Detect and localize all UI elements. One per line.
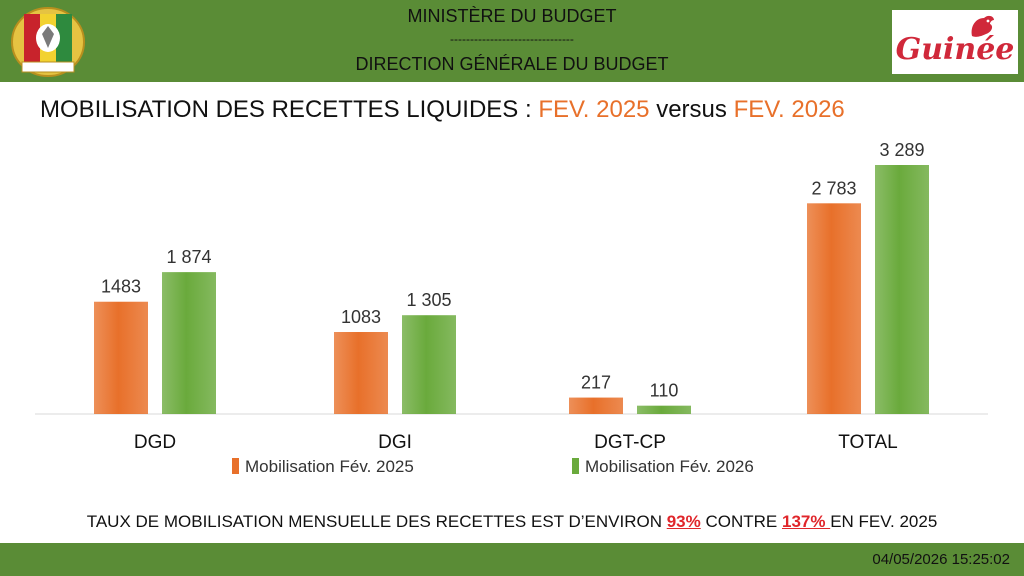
bar-dgd-2025 bbox=[94, 301, 148, 414]
x-tick-label-dgi: DGI bbox=[378, 432, 412, 453]
bar-dgi-2026 bbox=[402, 315, 456, 414]
bar-dgt-cp-2026 bbox=[637, 405, 691, 414]
title-part1: MOBILISATION DES RECETTES LIQUIDES : bbox=[40, 96, 539, 123]
title-part2: versus bbox=[649, 96, 734, 123]
data-label-dgi-2026: 1 305 bbox=[406, 290, 451, 310]
data-label-total-2026: 3 289 bbox=[879, 140, 924, 160]
bar-dgi-2025 bbox=[334, 332, 388, 414]
footer-text-2: CONTRE bbox=[700, 512, 782, 531]
logo-text: Guinée bbox=[895, 32, 1015, 67]
x-tick-label-dgt-cp: DGT-CP bbox=[594, 432, 666, 453]
legend-label-2025: Mobilisation Fév. 2025 bbox=[245, 457, 414, 476]
data-label-dgt-cp-2026: 110 bbox=[650, 381, 679, 401]
header-separator: ------------------------------- bbox=[450, 32, 574, 46]
chart-title: MOBILISATION DES RECETTES LIQUIDES : FEV… bbox=[40, 96, 845, 124]
header-banner: MINISTÈRE DU BUDGET --------------------… bbox=[0, 0, 1024, 82]
bar-total-2026 bbox=[875, 165, 929, 414]
bar-dgt-cp-2025 bbox=[569, 397, 623, 414]
bar-chart: 1483 1 874 DGD 1083 1 305 DGI 217 110 DGT-CP 2 78… bbox=[35, 140, 988, 476]
data-label-dgd-2025: 1483 bbox=[101, 277, 141, 297]
data-label-total-2025: 2 783 bbox=[811, 178, 856, 198]
x-tick-label-dgd: DGD bbox=[134, 432, 176, 453]
footer-text-1: TAUX DE MOBILISATION MENSUELLE DES RECET… bbox=[86, 512, 667, 531]
title-highlight-2025: FEV. 2025 bbox=[538, 96, 650, 123]
legend-label-2026: Mobilisation Fév. 2026 bbox=[585, 457, 754, 476]
coat-of-arms-icon bbox=[11, 7, 85, 77]
data-label-dgi-2025: 1083 bbox=[341, 307, 381, 327]
rate-2025: 137% bbox=[781, 512, 831, 531]
data-label-dgt-cp-2025: 217 bbox=[581, 373, 611, 393]
timestamp: 04/05/2026 15:25:02 bbox=[872, 551, 1010, 568]
legend-swatch-2025 bbox=[232, 458, 239, 474]
legend-swatch-2026 bbox=[572, 458, 579, 474]
bar-total-2025 bbox=[807, 203, 861, 414]
direction-title: DIRECTION GÉNÉRALE DU BUDGET bbox=[355, 54, 669, 74]
bar-dgd-2026 bbox=[162, 272, 216, 414]
footer-banner: 04/05/2026 15:25:02 bbox=[0, 543, 1024, 576]
rate-2026: 93% bbox=[666, 512, 701, 531]
title-highlight-2026: FEV. 2026 bbox=[733, 96, 845, 123]
data-label-dgd-2026: 1 874 bbox=[166, 247, 211, 267]
x-tick-label-total: TOTAL bbox=[838, 432, 897, 453]
rooster-icon bbox=[971, 15, 994, 37]
guinee-logo: Guinée bbox=[892, 10, 1018, 74]
mobilisation-rate-text: TAUX DE MOBILISATION MENSUELLE DES RECET… bbox=[0, 512, 1024, 532]
ministry-title: MINISTÈRE DU BUDGET bbox=[407, 6, 617, 26]
footer-text-3: EN FEV. 2025 bbox=[830, 512, 938, 531]
